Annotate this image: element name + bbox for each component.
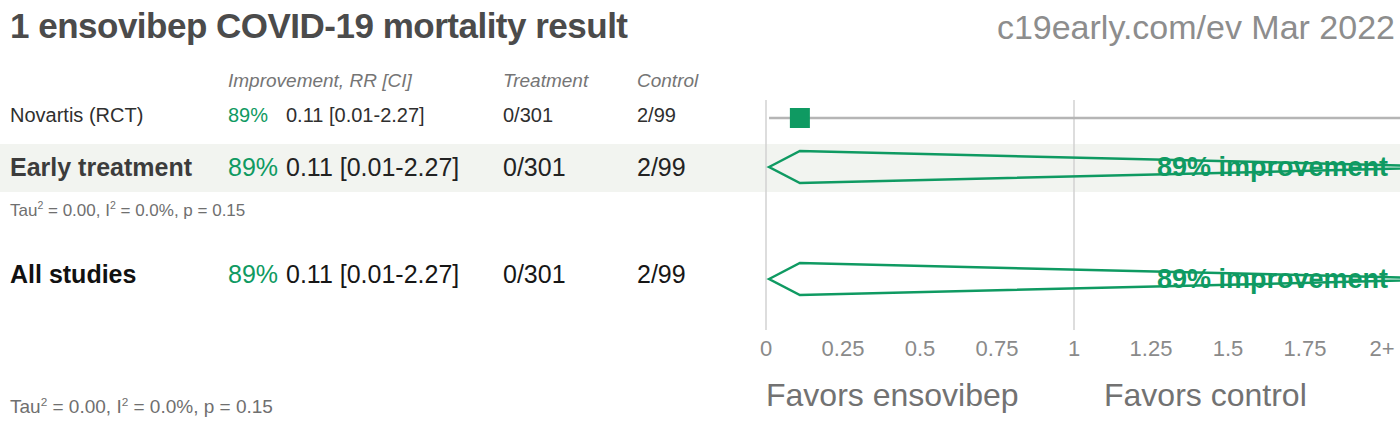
favors-treatment-label: Favors ensovibep bbox=[766, 377, 1019, 414]
study-point-square bbox=[790, 108, 810, 128]
axis-tick-label: 0.75 bbox=[976, 336, 1019, 362]
axis-tick-label: 1.5 bbox=[1213, 336, 1244, 362]
axis-tick-label: 0.25 bbox=[822, 336, 865, 362]
forest-plot-canvas: 89% improvement 89% improvement bbox=[0, 0, 1400, 429]
axis-tick-label: 1.75 bbox=[1284, 336, 1327, 362]
axis-tick-label: 0 bbox=[760, 336, 772, 362]
axis-tick-label: 1.25 bbox=[1130, 336, 1173, 362]
axis-tick-label: 1 bbox=[1068, 336, 1080, 362]
improvement-label: 89% improvement bbox=[1157, 152, 1388, 182]
favors-control-label: Favors control bbox=[1104, 377, 1307, 414]
axis-tick-label: 0.5 bbox=[905, 336, 936, 362]
forest-plot-figure: 1 ensovibep COVID-19 mortality result c1… bbox=[0, 0, 1400, 429]
improvement-label: 89% improvement bbox=[1157, 264, 1388, 294]
axis-tick-label: 2+ bbox=[1369, 336, 1394, 362]
